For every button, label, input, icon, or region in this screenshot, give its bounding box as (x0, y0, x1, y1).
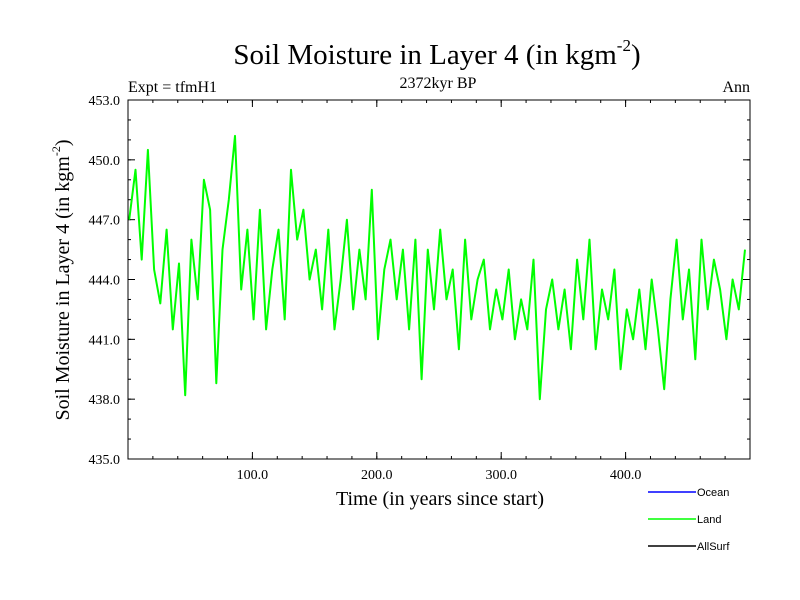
plot-frame (127, 99, 751, 460)
y-tick-label: 450.0 (89, 154, 121, 169)
chart-title-superscript: -2 (617, 36, 631, 55)
x-axis-ticks: 100.0 200.0 300.0 400.0 (152, 100, 726, 483)
legend-label-land: Land (697, 514, 721, 526)
chart-title-text: Soil Moisture in Layer 4 (in kgm (233, 39, 617, 71)
season-label: Ann (722, 79, 750, 96)
y-axis-label-text: Soil Moisture in Layer 4 (in kgm (52, 156, 74, 421)
y-tick-label: 441.0 (89, 333, 121, 348)
y-axis-label-superscript: -2 (49, 146, 63, 156)
y-tick-label: 435.0 (89, 453, 121, 468)
chart-subtitle: 2372kyr BP (400, 75, 477, 92)
series-group (128, 134, 746, 401)
x-tick-label: 100.0 (237, 468, 269, 483)
chart-title-close: ) (631, 39, 641, 71)
y-axis-label-close: ) (52, 139, 74, 146)
y-tick-label: 447.0 (89, 214, 121, 229)
x-tick-label: 300.0 (485, 468, 517, 483)
legend: Ocean Land AllSurf (648, 487, 730, 553)
legend-label-allsurf: AllSurf (697, 541, 730, 553)
y-tick-label: 453.0 (89, 94, 121, 109)
experiment-label: Expt = tfmH1 (128, 79, 217, 96)
series-line-land (128, 134, 746, 401)
x-tick-label: 200.0 (361, 468, 393, 483)
x-tick-label: 400.0 (610, 468, 642, 483)
y-axis-label: Soil Moisture in Layer 4 (in kgm-2) (49, 139, 74, 420)
y-tick-label: 438.0 (89, 393, 121, 408)
chart-title: Soil Moisture in Layer 4 (in kgm-2) (233, 36, 640, 71)
x-axis-label: Time (in years since start) (336, 488, 544, 510)
y-tick-label: 444.0 (89, 274, 121, 289)
legend-label-ocean: Ocean (697, 487, 729, 499)
